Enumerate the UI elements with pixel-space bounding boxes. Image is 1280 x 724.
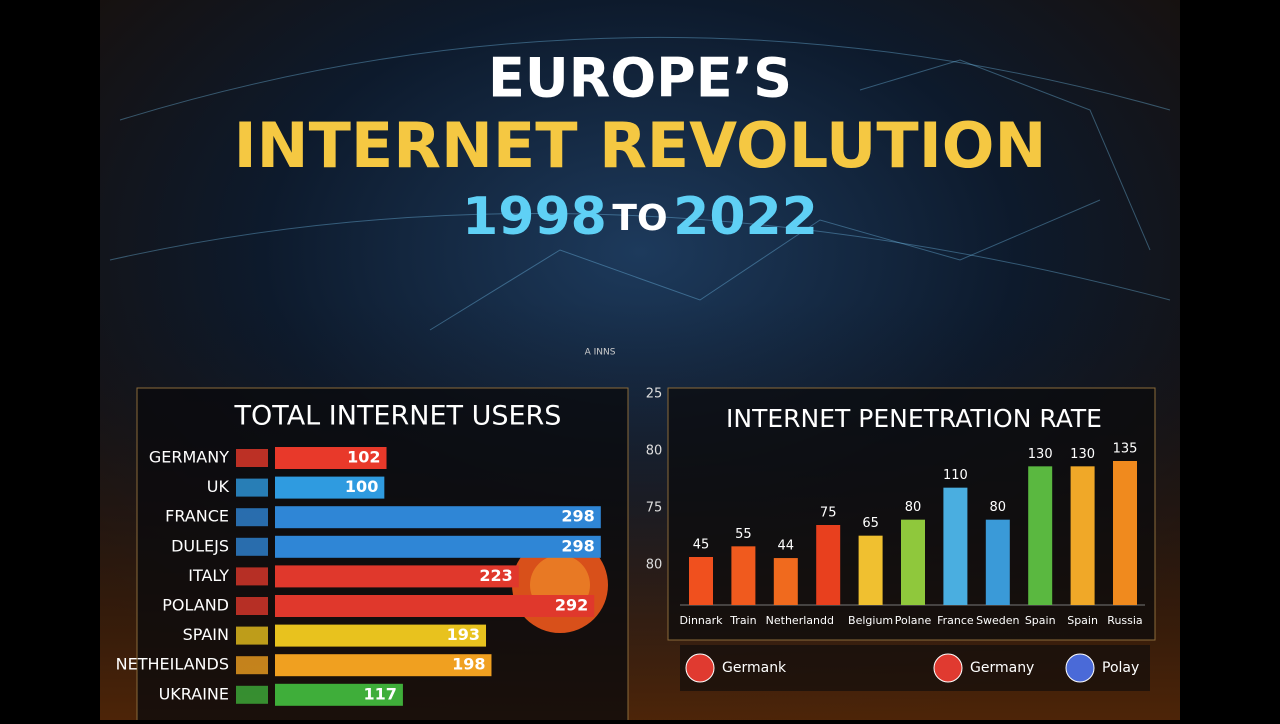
legend-swatch — [1065, 653, 1095, 683]
flag — [236, 449, 268, 467]
category-label: Dinnark — [679, 614, 723, 627]
network-lines — [109, 36, 1171, 331]
value-label: 100 — [345, 477, 378, 496]
side-label: 80 — [646, 444, 663, 459]
bar — [689, 557, 713, 605]
category-label: FRANCE — [165, 507, 229, 526]
bar — [275, 565, 519, 588]
flag — [236, 597, 268, 615]
watermark: A INNS — [585, 348, 616, 358]
category-label: Belgium — [848, 614, 893, 627]
bar — [275, 624, 487, 647]
value-label: 135 — [1113, 442, 1138, 457]
value-label: 55 — [735, 527, 752, 542]
category-label: POLAND — [162, 596, 229, 615]
flag — [236, 567, 268, 586]
bar — [858, 535, 883, 605]
legend-label: Polay — [1102, 660, 1139, 676]
value-label: 80 — [990, 500, 1007, 515]
flag — [236, 656, 268, 675]
value-label: 198 — [452, 655, 485, 674]
value-label: 110 — [943, 468, 968, 483]
value-label: 44 — [778, 539, 795, 554]
value-label: 45 — [693, 538, 710, 553]
bar — [985, 519, 1010, 605]
flag — [236, 478, 268, 497]
bar — [275, 506, 601, 529]
left-title: TOTAL INTERNET USERS — [234, 401, 562, 432]
bar — [1070, 466, 1095, 605]
category-label: GERMANY — [149, 448, 229, 467]
flag — [236, 626, 268, 645]
category-label: Spain — [1067, 614, 1098, 627]
category-label: Polane — [895, 614, 932, 627]
category-label: UKRAINE — [159, 684, 229, 703]
legend-swatch — [685, 653, 715, 683]
side-label: 75 — [646, 501, 663, 516]
bar — [1028, 466, 1053, 605]
title-years: 1998 TO 2022 — [462, 187, 818, 247]
bar — [275, 476, 385, 499]
value-label: 117 — [364, 684, 397, 703]
flag — [236, 685, 268, 704]
bar — [275, 654, 492, 677]
category-label: Sweden — [976, 614, 1019, 627]
category-label: ITALY — [188, 566, 229, 585]
side-label: 25 — [646, 387, 663, 402]
bar — [901, 519, 925, 605]
bar — [1113, 461, 1137, 605]
legend-swatch — [933, 653, 963, 683]
value-label: 102 — [347, 448, 380, 467]
category-label: Train — [729, 614, 756, 627]
bar — [275, 535, 601, 558]
title-line1: EUROPE’S — [488, 47, 792, 110]
category-label: SPAIN — [183, 625, 229, 644]
value-label: 130 — [1028, 447, 1053, 462]
value-label: 298 — [561, 507, 594, 526]
bar — [943, 487, 968, 605]
year-to-word: TO — [612, 198, 667, 239]
value-label: 75 — [820, 506, 837, 521]
value-label: 223 — [479, 566, 512, 585]
legend-label: Germany — [970, 660, 1034, 676]
bar — [773, 558, 798, 605]
right-title: INTERNET PENETRATION RATE — [726, 404, 1102, 433]
category-label: France — [937, 614, 974, 627]
side-label: 80 — [646, 558, 663, 573]
category-label: Russia — [1107, 614, 1142, 627]
value-label: 65 — [862, 516, 879, 531]
category-label: Netherlandd — [766, 614, 834, 627]
category-label: NETHEILANDS — [116, 655, 229, 674]
title-line2: INTERNET REVOLUTION — [234, 109, 1047, 182]
category-label: UK — [207, 477, 230, 496]
value-label: 130 — [1070, 447, 1095, 462]
bar — [816, 525, 841, 605]
flag — [236, 508, 268, 527]
year-from: 1998 — [462, 187, 607, 247]
category-label: DULEJS — [171, 536, 229, 555]
bar — [275, 595, 595, 617]
bar — [731, 546, 756, 605]
legend-label: Germank — [722, 660, 787, 676]
year-to: 2022 — [673, 187, 818, 247]
category-label: Spain — [1025, 614, 1056, 627]
bar — [275, 447, 387, 469]
value-label: 193 — [447, 625, 480, 644]
bar — [275, 683, 403, 706]
value-label: 292 — [555, 596, 588, 615]
flag — [236, 537, 268, 556]
value-label: 80 — [905, 500, 922, 515]
value-label: 298 — [561, 536, 594, 555]
